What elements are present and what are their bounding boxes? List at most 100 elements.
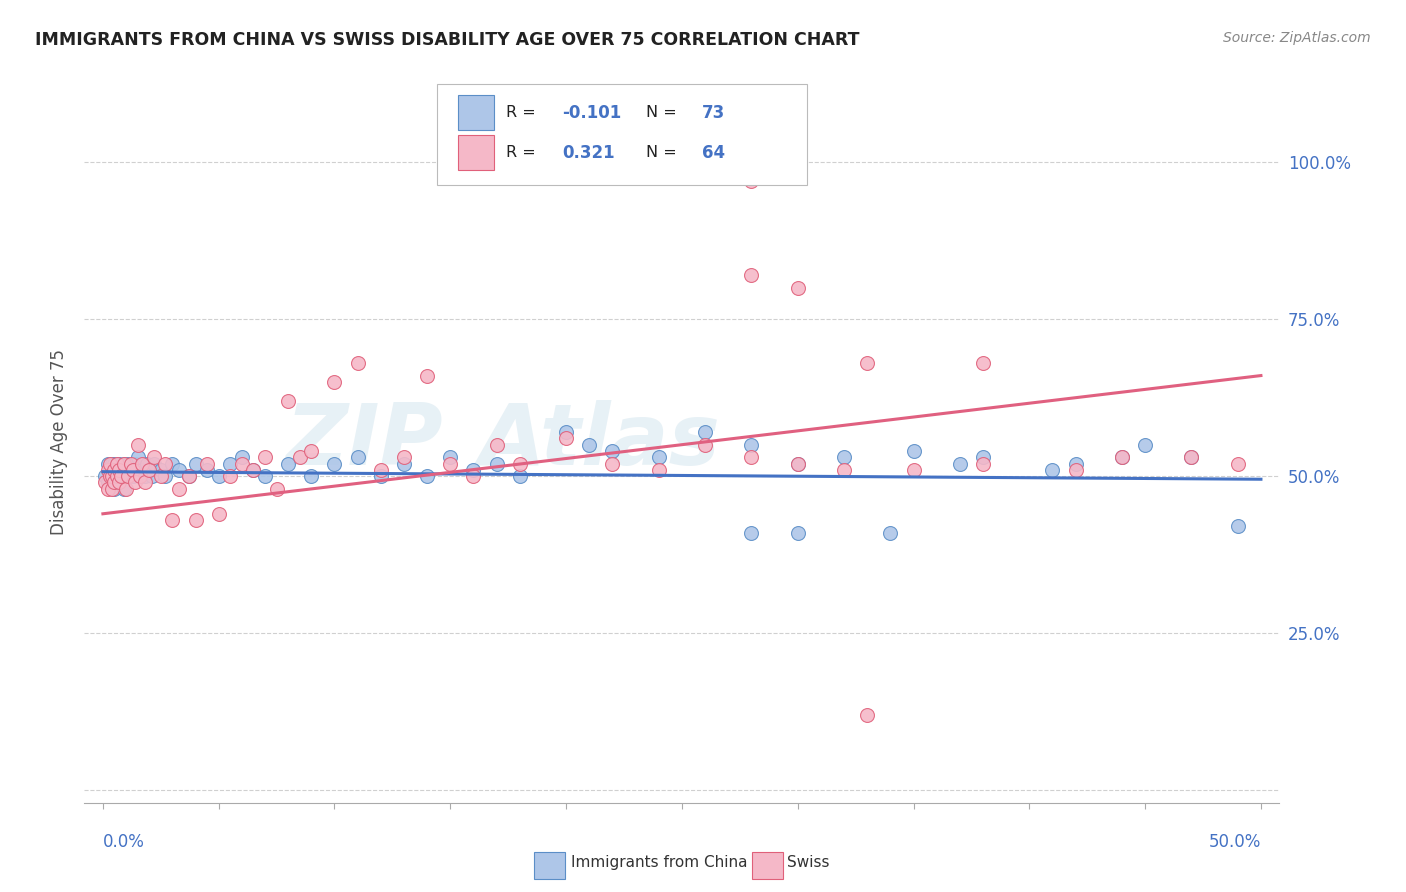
Point (120, 457, 142, 471)
Point (277, 457, 299, 471)
Point (949, 457, 972, 471)
Point (98, 469, 121, 483)
Point (231, 450, 253, 465)
Point (115, 463, 138, 477)
Text: ZIP: ZIP (285, 400, 443, 483)
Point (108, 457, 131, 471)
Point (103, 463, 125, 477)
Point (101, 482, 124, 496)
Point (138, 463, 160, 477)
Point (972, 457, 994, 471)
Point (1111, 450, 1133, 465)
Point (169, 482, 191, 496)
Point (103, 482, 125, 496)
Point (346, 450, 368, 465)
Point (370, 463, 392, 477)
Point (740, 438, 762, 452)
Point (786, 457, 808, 471)
Point (648, 450, 671, 465)
Point (127, 438, 149, 452)
Point (509, 457, 531, 471)
Point (96, 475, 118, 490)
Point (1042, 463, 1064, 477)
Point (903, 444, 925, 458)
Point (555, 425, 578, 439)
Point (98, 469, 121, 483)
Point (392, 450, 415, 465)
Text: IMMIGRANTS FROM CHINA VS SWISS DISABILITY AGE OVER 75 CORRELATION CHART: IMMIGRANTS FROM CHINA VS SWISS DISABILIT… (35, 31, 859, 49)
Point (972, 450, 994, 465)
Point (134, 469, 156, 483)
Point (149, 469, 172, 483)
Point (485, 457, 508, 471)
Point (96, 463, 118, 477)
Point (110, 463, 132, 477)
Point (832, 450, 855, 465)
Point (485, 438, 508, 452)
FancyBboxPatch shape (458, 95, 495, 130)
Point (177, 469, 200, 483)
Point (195, 457, 218, 471)
Point (555, 431, 578, 445)
Point (392, 457, 415, 471)
Point (253, 450, 276, 465)
Point (439, 457, 461, 471)
Point (219, 457, 242, 471)
Point (142, 450, 165, 465)
Point (96, 482, 118, 496)
Text: 0.321: 0.321 (562, 144, 614, 161)
Point (96, 457, 118, 471)
Point (105, 469, 128, 483)
Point (856, 707, 879, 722)
Point (856, 356, 879, 370)
Point (1180, 450, 1202, 465)
Point (578, 438, 600, 452)
Point (648, 463, 671, 477)
Point (184, 513, 207, 527)
Text: Swiss: Swiss (787, 855, 830, 870)
Point (1064, 463, 1087, 477)
Point (463, 463, 485, 477)
Text: Source: ZipAtlas.com: Source: ZipAtlas.com (1223, 31, 1371, 45)
Point (108, 475, 131, 490)
Point (103, 475, 125, 490)
Point (122, 469, 145, 483)
Point (602, 444, 624, 458)
Point (1226, 519, 1249, 533)
Point (242, 463, 264, 477)
Text: 73: 73 (702, 103, 725, 122)
Point (208, 507, 231, 521)
Point (108, 475, 131, 490)
Point (98, 457, 121, 471)
Point (370, 469, 392, 483)
Point (693, 425, 716, 439)
Point (299, 444, 322, 458)
Point (117, 469, 139, 483)
Point (416, 368, 439, 383)
Point (98, 463, 121, 477)
Point (323, 457, 346, 471)
Text: R =: R = (506, 145, 541, 160)
Point (129, 469, 152, 483)
Point (117, 457, 139, 471)
Text: -0.101: -0.101 (562, 103, 621, 122)
Point (110, 469, 132, 483)
Point (299, 469, 322, 483)
Point (112, 482, 135, 496)
Point (94, 475, 117, 490)
Point (1226, 457, 1249, 471)
Point (129, 469, 152, 483)
Point (253, 469, 276, 483)
Point (288, 450, 311, 465)
Point (463, 469, 485, 483)
Point (124, 457, 146, 471)
Point (115, 482, 138, 496)
Point (903, 463, 925, 477)
Point (101, 475, 124, 490)
FancyBboxPatch shape (437, 84, 807, 185)
Point (323, 375, 346, 389)
Point (141, 469, 163, 483)
Y-axis label: Disability Age Over 75: Disability Age Over 75 (51, 349, 69, 534)
Point (602, 457, 624, 471)
Point (740, 174, 762, 188)
